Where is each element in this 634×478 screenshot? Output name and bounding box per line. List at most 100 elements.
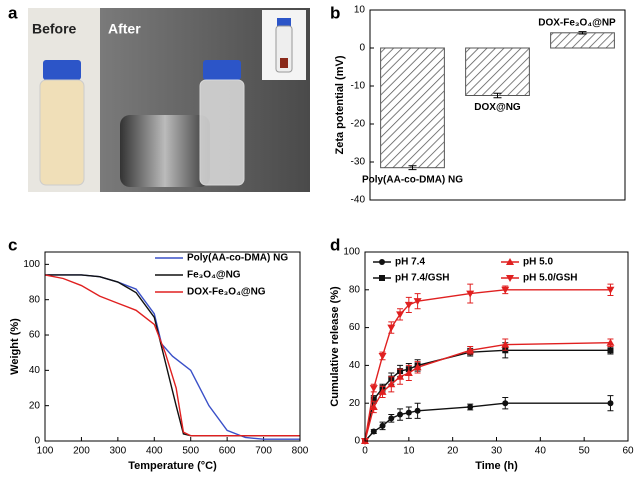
- line: [364, 402, 611, 442]
- marker: [387, 324, 396, 332]
- x-tick-label: 60: [622, 446, 634, 457]
- category-label: DOX-Fe₃O₄@NP: [538, 17, 616, 28]
- marker: [388, 415, 395, 422]
- plot-frame: [44, 251, 301, 442]
- marker: [606, 286, 615, 294]
- y-tick-label: -30: [351, 157, 366, 168]
- y-tick-label: 100: [343, 247, 360, 258]
- marker: [506, 258, 514, 265]
- inset-cap: [277, 18, 291, 26]
- bar: [380, 47, 445, 169]
- vial: [199, 79, 245, 186]
- y-tick-label: 60: [29, 330, 41, 341]
- marker: [502, 400, 509, 407]
- plot-frame: [364, 251, 629, 442]
- plot-frame: [369, 9, 626, 201]
- bar: [465, 47, 530, 96]
- x-tick-label: 50: [579, 446, 591, 457]
- marker: [606, 338, 615, 346]
- legend-label: pH 5.0/GSH: [523, 273, 577, 284]
- x-tick-label: 500: [182, 446, 199, 457]
- marker: [379, 259, 385, 265]
- vial: [39, 79, 85, 186]
- marker: [413, 298, 422, 306]
- category-label: DOX@NG: [474, 102, 521, 113]
- marker: [387, 380, 396, 388]
- marker: [379, 275, 385, 281]
- marker: [466, 346, 475, 354]
- marker: [397, 411, 404, 418]
- marker: [404, 368, 413, 376]
- y-tick-label: 0: [354, 436, 360, 447]
- marker: [370, 428, 377, 435]
- x-tick-label: 400: [146, 446, 163, 457]
- inset-particles: [280, 58, 288, 68]
- x-axis-title: Temperature (°C): [128, 460, 217, 472]
- marker: [414, 407, 421, 414]
- y-tick-label: -10: [351, 81, 366, 92]
- x-tick-label: 600: [219, 446, 236, 457]
- y-tick-label: 40: [349, 360, 361, 371]
- panel-label: c: [8, 235, 17, 254]
- marker: [607, 347, 614, 354]
- y-tick-label: 40: [29, 365, 41, 376]
- legend-label: pH 5.0: [523, 257, 553, 268]
- y-tick-label: 100: [23, 259, 40, 270]
- marker: [413, 363, 422, 371]
- vial-cap: [203, 60, 241, 80]
- legend-label: Fe₃O₄@NG: [187, 270, 241, 281]
- y-axis-title: Zeta potential (mV): [334, 55, 346, 154]
- before-label: Before: [32, 21, 77, 37]
- marker: [378, 387, 387, 395]
- marker: [369, 402, 378, 410]
- x-tick-label: 800: [292, 446, 309, 457]
- y-tick-label: -20: [351, 119, 366, 130]
- x-tick-label: 20: [447, 446, 459, 457]
- x-tick-label: 200: [73, 446, 90, 457]
- y-axis-title: Cumulative release (%): [329, 286, 341, 407]
- legend-label: pH 7.4/GSH: [395, 273, 449, 284]
- y-tick-label: 80: [349, 284, 361, 295]
- marker: [467, 403, 474, 410]
- marker: [378, 352, 387, 360]
- x-tick-label: 40: [535, 446, 547, 457]
- x-tick-label: 700: [255, 446, 272, 457]
- error-bar: [493, 92, 502, 99]
- line: [44, 274, 300, 437]
- y-tick-label: 80: [29, 294, 41, 305]
- category-label: Poly(AA-co-DMA) NG: [362, 174, 463, 185]
- marker: [501, 286, 510, 294]
- y-tick-label: 10: [354, 5, 366, 16]
- panel-label: a: [8, 3, 18, 22]
- legend-label: DOX-Fe₃O₄@NG: [187, 287, 266, 298]
- x-axis-title: Time (h): [475, 460, 518, 472]
- marker: [396, 311, 405, 319]
- marker: [466, 290, 475, 298]
- y-tick-label: -40: [351, 195, 366, 206]
- legend-label: pH 7.4: [395, 257, 425, 268]
- marker: [404, 301, 413, 309]
- line: [364, 289, 611, 442]
- panel-label: b: [330, 3, 340, 22]
- magnets: [120, 115, 210, 187]
- x-tick-label: 10: [403, 446, 415, 457]
- marker: [501, 340, 510, 348]
- y-tick-label: 20: [349, 398, 361, 409]
- x-tick-label: 300: [110, 446, 127, 457]
- panel-label: d: [330, 235, 340, 254]
- line: [364, 342, 611, 442]
- y-tick-label: 60: [349, 322, 361, 333]
- y-tick-label: 20: [29, 400, 41, 411]
- line: [364, 349, 611, 442]
- photo-panel: a Before After: [8, 3, 310, 192]
- error-bar: [578, 31, 587, 35]
- marker: [396, 372, 405, 380]
- line: [45, 274, 300, 440]
- y-tick-label: 0: [359, 43, 365, 54]
- marker: [369, 385, 378, 393]
- marker: [370, 396, 377, 403]
- marker: [607, 400, 614, 407]
- vial-cap: [43, 60, 81, 80]
- x-tick-label: 0: [362, 446, 368, 457]
